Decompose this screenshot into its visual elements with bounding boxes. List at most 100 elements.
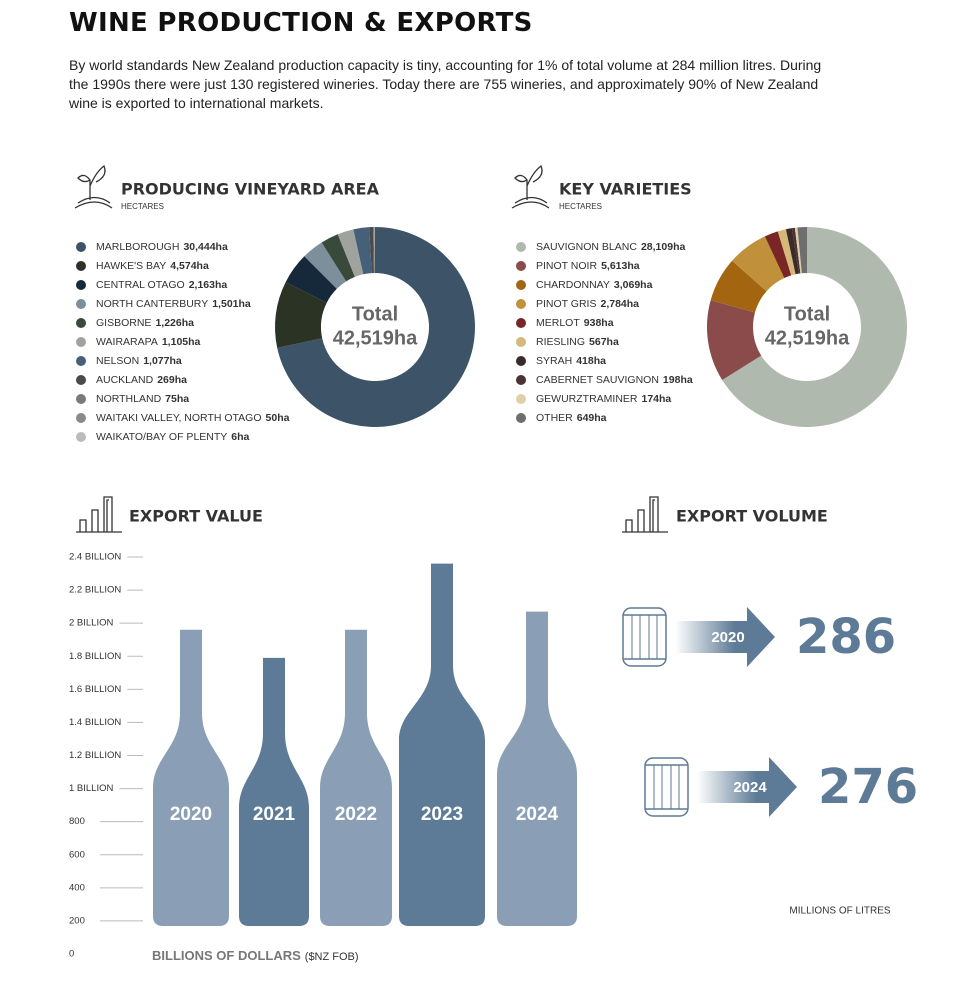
arrow-label: 2024 — [733, 779, 767, 796]
legend-value: 4,574ha — [170, 260, 209, 272]
bars-icon — [76, 496, 122, 533]
y-tick-label: 1 BILLION — [69, 783, 113, 794]
legend-swatch — [516, 280, 526, 290]
chart-title: EXPORT VOLUME — [676, 507, 828, 526]
legend-swatch — [516, 299, 526, 309]
legend-label: GISBORNE — [96, 317, 151, 329]
plant-icon — [74, 164, 113, 209]
legend-label: NORTHLAND — [96, 393, 162, 405]
legend-swatch — [516, 318, 526, 328]
y-tick-label: 800 — [69, 816, 85, 827]
legend-entry: NORTH CANTERBURY 1,501ha — [96, 298, 251, 310]
legend-swatch — [76, 356, 86, 366]
bottle-label: 2021 — [253, 804, 296, 825]
legend-value: 75ha — [165, 393, 189, 405]
volume-value: 286 — [796, 609, 896, 665]
legend-swatch — [76, 261, 86, 271]
donut-slice — [764, 231, 792, 279]
legend-label: WAIRARAPA — [96, 336, 158, 348]
legend-value: 30,444ha — [183, 241, 228, 253]
chart-title: PRODUCING VINEYARD AREA — [121, 180, 380, 199]
page-title: WINE PRODUCTION & EXPORTS — [69, 8, 533, 38]
legend-swatch — [516, 413, 526, 423]
donut-slice — [794, 227, 802, 274]
legend-label: AUCKLAND — [96, 374, 154, 386]
legend-entry: WAIKATO/BAY OF PLENTY 6ha — [96, 431, 250, 443]
donut-slice — [374, 227, 375, 274]
y-tick-label: 0 — [69, 949, 74, 960]
legend-entry: NELSON 1,077ha — [96, 355, 182, 367]
legend-entry: HAWKE'S BAY 4,574ha — [96, 260, 209, 272]
legend-swatch — [76, 375, 86, 385]
legend-value: 2,163ha — [189, 279, 228, 291]
legend-entry: SAUVIGNON BLANC 28,109ha — [536, 241, 685, 253]
legend-label: MARLBOROUGH — [96, 241, 179, 253]
bottle-label: 2022 — [335, 804, 377, 825]
legend-entry: PINOT GRIS 2,784ha — [536, 298, 639, 310]
chart-subtitle: HECTARES — [121, 202, 164, 211]
legend-entry: MARLBOROUGH 30,444ha — [96, 241, 228, 253]
legend-entry: CABERNET SAUVIGNON 198ha — [536, 374, 693, 386]
legend-entry: RIESLING 567ha — [536, 336, 619, 348]
donut-slice — [373, 227, 375, 274]
legend-label: HAWKE'S BAY — [96, 260, 166, 272]
legend-label: GEWURZTRAMINER — [536, 393, 638, 405]
legend-swatch — [516, 394, 526, 404]
donut-slice — [722, 227, 908, 427]
legend-value: 567ha — [589, 336, 619, 348]
legend-value: 418ha — [576, 355, 606, 367]
y-tick-label: 2.2 BILLION — [69, 585, 121, 596]
legend-value: 3,069ha — [614, 279, 653, 291]
legend-swatch — [76, 242, 86, 252]
legend-value: 649ha — [577, 412, 607, 424]
x-axis-label: BILLIONS OF DOLLARS — [152, 948, 301, 963]
arrow — [675, 607, 775, 667]
legend-label: NORTH CANTERBURY — [96, 298, 208, 310]
legend-entry: CENTRAL OTAGO 2,163ha — [96, 279, 227, 291]
donut-slice — [275, 282, 327, 348]
legend-value: 6ha — [231, 431, 249, 443]
arrow — [697, 757, 797, 817]
legend-entry: WAIRARAPA 1,105ha — [96, 336, 201, 348]
donut-slice — [337, 229, 364, 277]
legend-value: 1,501ha — [212, 298, 251, 310]
donut-slice — [321, 234, 355, 282]
donut-slice — [785, 228, 799, 275]
legend-swatch — [76, 280, 86, 290]
donut-slice — [777, 229, 796, 276]
center-label: Total — [784, 303, 830, 325]
legend-label: MERLOT — [536, 317, 580, 329]
y-tick-label: 1.4 BILLION — [69, 717, 121, 728]
bottle-bar — [399, 563, 485, 926]
donut-slice — [277, 227, 476, 427]
legend-entry: MERLOT 938ha — [536, 317, 614, 329]
bottle-bar — [497, 611, 577, 926]
legend-swatch — [516, 337, 526, 347]
donut-slice — [797, 227, 807, 274]
legend-value: 269ha — [157, 374, 187, 386]
donut-slice — [285, 256, 337, 303]
legend-entry: PINOT NOIR 5,613ha — [536, 260, 640, 272]
y-tick-label: 400 — [69, 882, 85, 893]
legend-entry: WAITAKI VALLEY, NORTH OTAGO 50ha — [96, 412, 290, 424]
y-tick-label: 2.4 BILLION — [69, 552, 121, 563]
legend-value: 1,077ha — [143, 355, 182, 367]
bars-icon — [622, 496, 668, 533]
legend-value: 2,784ha — [600, 298, 639, 310]
bottle-bar — [239, 657, 309, 926]
legend-label: CHARDONNAY — [536, 279, 610, 291]
legend-value: 1,105ha — [162, 336, 201, 348]
legend-value: 50ha — [266, 412, 290, 424]
barrel — [622, 607, 667, 667]
donut-slice — [732, 236, 785, 292]
legend-label: PINOT NOIR — [536, 260, 597, 272]
legend-swatch — [76, 413, 86, 423]
bottle-bar — [153, 629, 229, 926]
center-value: 42,519ha — [765, 327, 850, 349]
legend-label: WAIKATO/BAY OF PLENTY — [96, 431, 227, 443]
legend-entry: GISBORNE 1,226ha — [96, 317, 194, 329]
legend-swatch — [516, 261, 526, 271]
intro: By world standards New Zealand productio… — [69, 57, 822, 111]
legend-entry: OTHER 649ha — [536, 412, 607, 424]
